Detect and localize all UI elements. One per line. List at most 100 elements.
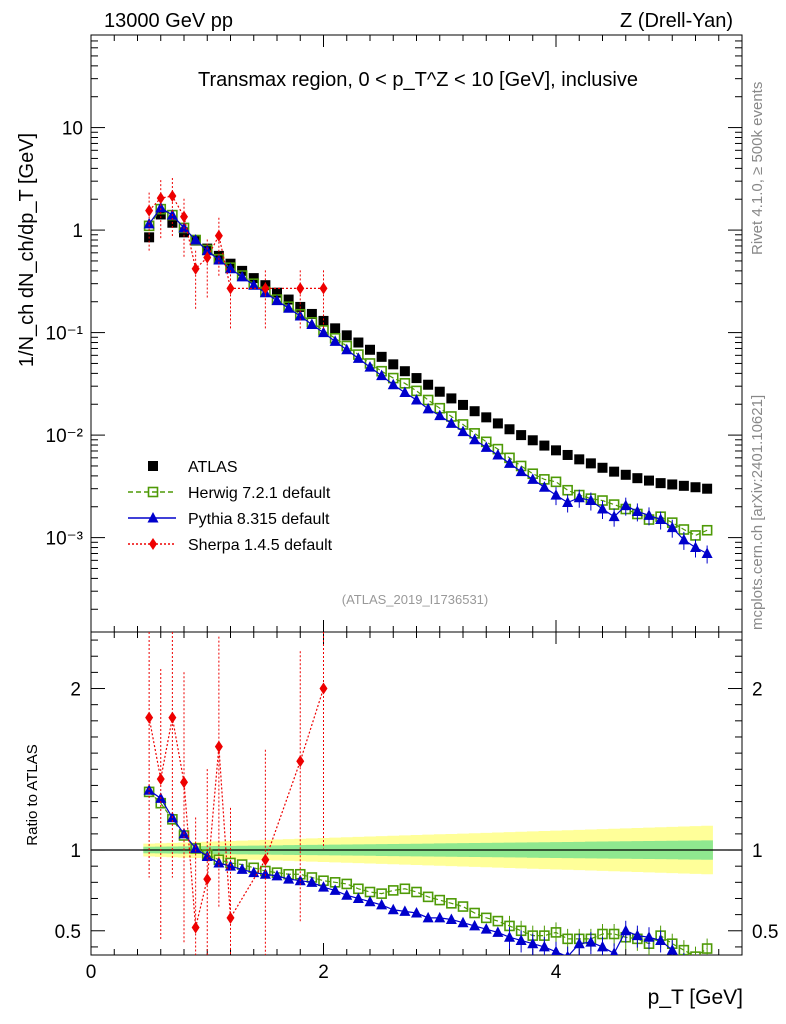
ratio-point [457, 901, 469, 912]
data-point [701, 524, 713, 536]
data-point [341, 330, 352, 341]
ratio-point [492, 915, 504, 927]
legend-marker [149, 538, 157, 550]
data-point [504, 457, 515, 468]
y-tick-label: 10⁻² [46, 426, 84, 447]
data-point [156, 192, 165, 205]
data-point [423, 379, 434, 390]
data-point [376, 351, 387, 362]
data-point [469, 433, 481, 445]
data-point [272, 287, 282, 298]
legend-marker [148, 461, 158, 471]
data-point [667, 479, 678, 490]
legend-entry: Pythia 8.315 default [128, 511, 330, 528]
data-point [550, 489, 562, 500]
ratio-point [504, 931, 515, 942]
data-point [702, 483, 713, 494]
data-point [319, 282, 328, 295]
ratio-point [364, 895, 376, 907]
data-point [527, 473, 539, 484]
header-right: Z (Drell-Yan) [620, 10, 733, 32]
data-point [387, 378, 399, 390]
x-tick-label: 2 [318, 962, 329, 983]
ratio-tick-label: 2 [70, 680, 81, 701]
data-point [434, 386, 445, 397]
analysis-id: (ATLAS_2019_I1736531) [342, 592, 488, 607]
data-point [225, 262, 236, 274]
ratio-point [643, 931, 655, 942]
ratio-point [527, 937, 539, 949]
data-point [480, 441, 492, 452]
ratio-panel: 0 2 4 2 2 1 1 0.5 0.5 [55, 35, 778, 983]
ratio-point [341, 878, 353, 890]
ratio-point [690, 964, 701, 975]
ratio-point [411, 907, 422, 918]
data-point [155, 209, 166, 220]
ratio-point [551, 945, 561, 955]
ratio-point [631, 929, 643, 941]
ratio-point [422, 911, 434, 923]
data-point [701, 547, 713, 558]
ratio-point [259, 868, 271, 879]
ratio-series-pythia [143, 784, 701, 975]
data-point [492, 448, 504, 460]
ratio-point [457, 916, 469, 928]
data-point [585, 494, 597, 506]
main-panel: 10 1 10⁻¹ 10⁻² 10⁻³ [46, 34, 743, 633]
series-pythia [143, 201, 713, 564]
ratio-point [271, 869, 283, 881]
ratio-line [148, 789, 678, 955]
data-point [296, 282, 305, 295]
data-point [145, 204, 154, 217]
ratio-point [201, 850, 213, 861]
ratio-point [399, 905, 411, 916]
data-point [678, 533, 690, 545]
data-point [214, 229, 223, 242]
data-point [620, 499, 632, 511]
ratio-point [376, 888, 387, 899]
legend-label: Sherpa 1.4.5 default [188, 537, 333, 554]
ratio-point [318, 881, 329, 892]
ratio-point [480, 912, 492, 924]
ratio-point [690, 951, 701, 955]
ratio-point [329, 884, 341, 895]
series-atlas [144, 209, 713, 494]
data-point [562, 449, 573, 460]
y-tick-label: 10 [62, 119, 83, 140]
data-point [353, 337, 364, 348]
data-point [597, 503, 608, 514]
ratio-point [446, 898, 457, 909]
data-point [690, 530, 701, 541]
data-point [411, 373, 422, 384]
data-point [330, 323, 341, 334]
ratio-point [411, 886, 422, 898]
data-point [538, 481, 550, 492]
legend-label: Herwig 7.2.1 default [188, 485, 331, 502]
ratio-point [565, 950, 570, 955]
data-point [620, 469, 631, 480]
ratio-point [562, 933, 573, 945]
ratio-y-axis-label: Ratio to ATLAS [24, 744, 41, 845]
ratio-point [515, 934, 527, 945]
data-point [283, 294, 294, 305]
data-point [666, 521, 678, 533]
ratio-point [387, 903, 399, 915]
ratio-point [190, 842, 202, 853]
y-tick-label: 10⁻³ [46, 529, 84, 550]
data-point [632, 473, 643, 484]
ratio-point [585, 936, 597, 947]
y-ticks: 10 1 10⁻¹ 10⁻² 10⁻³ [46, 34, 742, 610]
data-point [376, 369, 388, 381]
ratio-point [319, 682, 328, 695]
data-point [143, 217, 155, 229]
ratio-point [445, 913, 457, 924]
data-point [469, 406, 480, 417]
data-point [516, 430, 527, 441]
data-point [539, 440, 550, 451]
ratio-point [655, 934, 667, 945]
ratio-point [608, 928, 620, 940]
x-tick-label: 0 [86, 962, 97, 983]
legend-label: Pythia 8.315 default [188, 511, 330, 528]
data-point [550, 476, 562, 488]
ratio-line [148, 688, 325, 928]
